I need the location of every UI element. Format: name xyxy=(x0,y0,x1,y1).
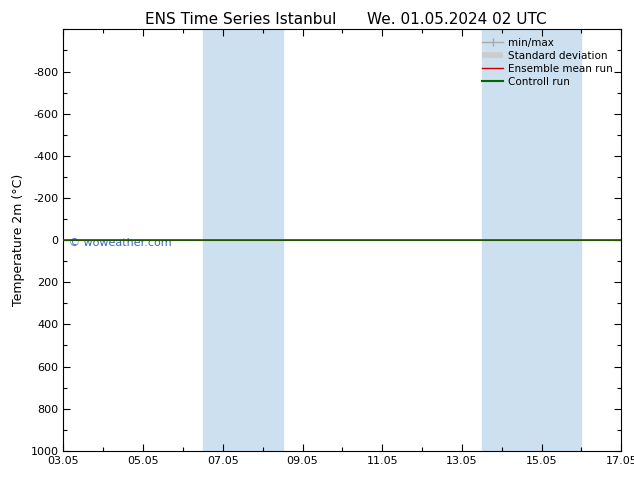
Bar xyxy=(203,29,283,451)
Text: We. 01.05.2024 02 UTC: We. 01.05.2024 02 UTC xyxy=(366,12,547,27)
Text: © woweather.com: © woweather.com xyxy=(69,238,172,248)
Legend: min/max, Standard deviation, Ensemble mean run, Controll run: min/max, Standard deviation, Ensemble me… xyxy=(479,35,616,90)
Text: ENS Time Series Istanbul: ENS Time Series Istanbul xyxy=(145,12,337,27)
Y-axis label: Temperature 2m (°C): Temperature 2m (°C) xyxy=(12,174,25,306)
Bar xyxy=(482,29,581,451)
